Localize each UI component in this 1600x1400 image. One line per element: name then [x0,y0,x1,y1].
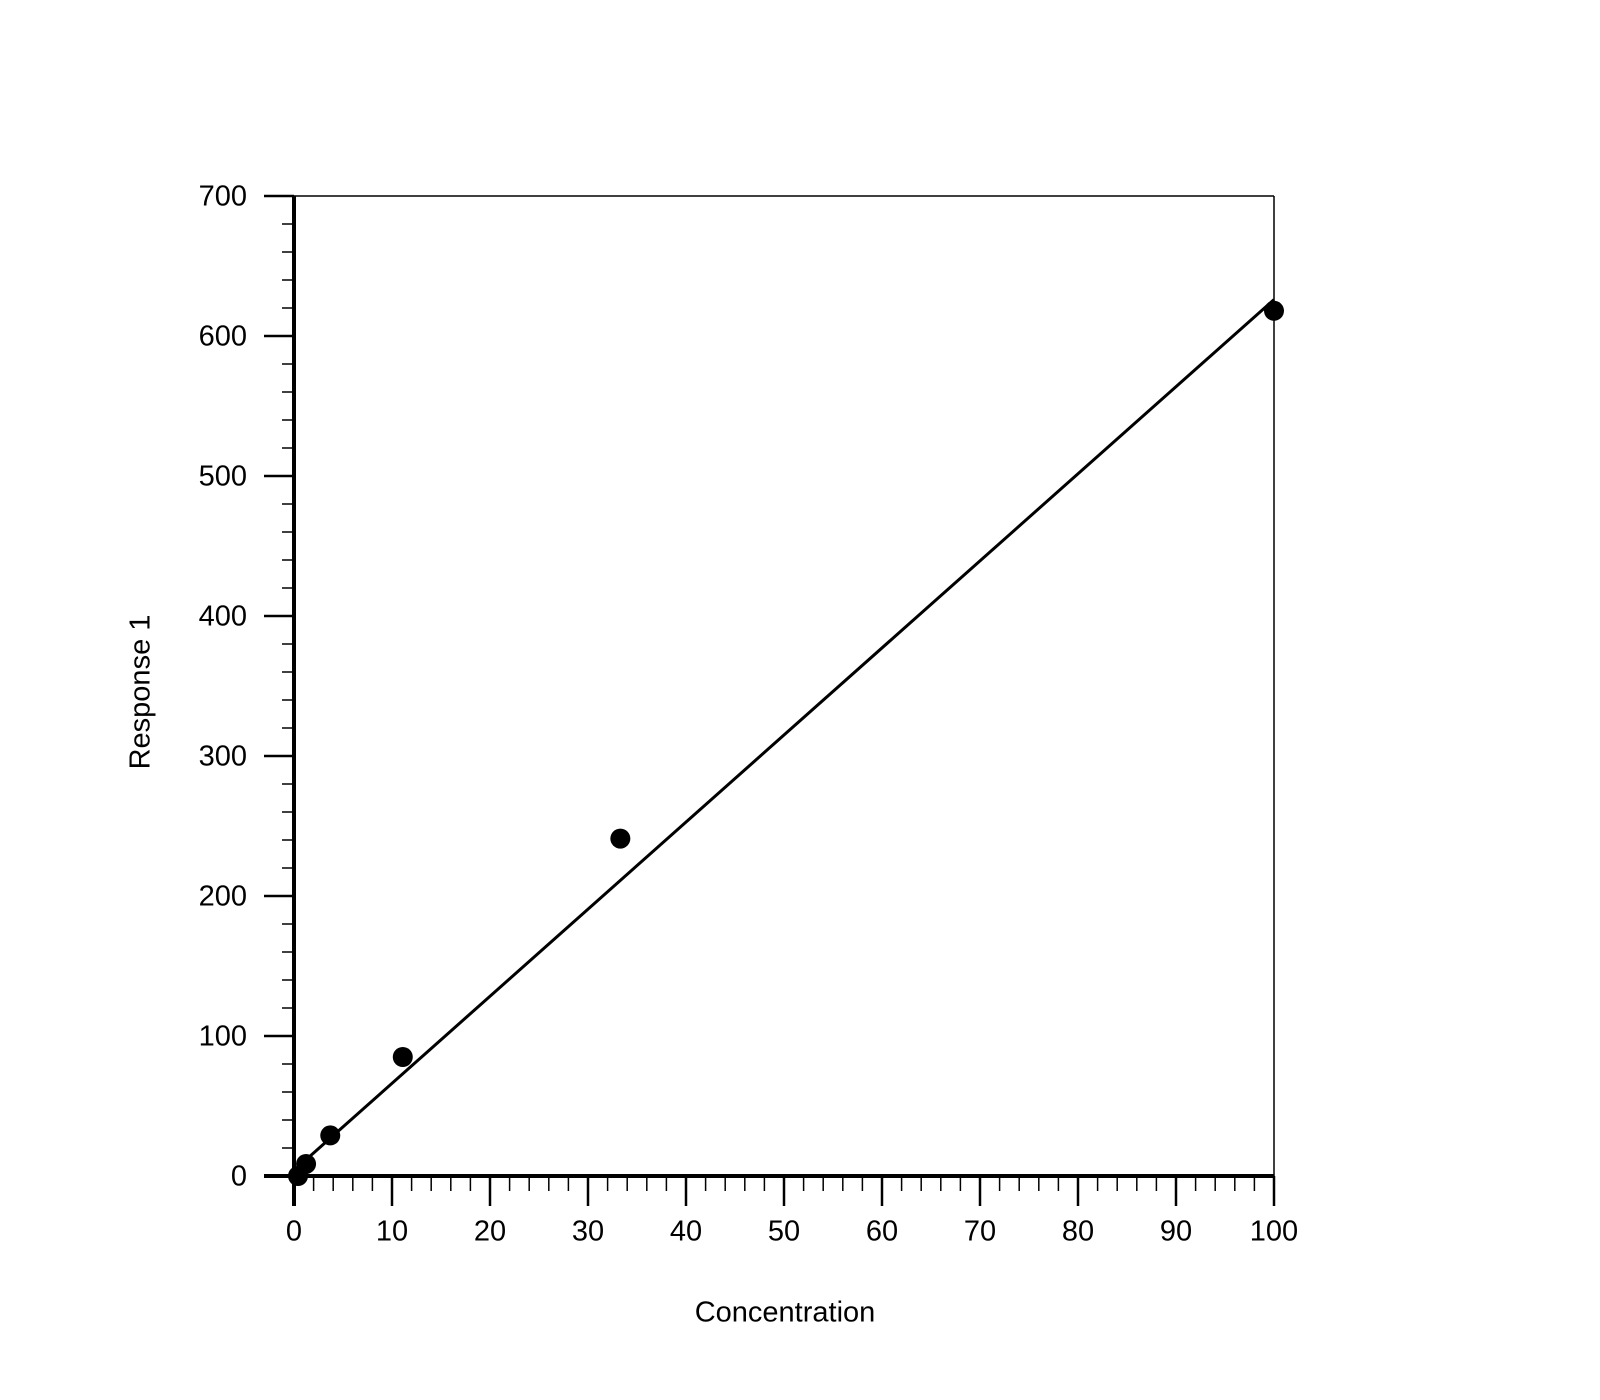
data-point [1264,300,1284,321]
y-tick-label: 0 [231,1161,247,1193]
x-tick-label: 50 [768,1216,800,1248]
y-axis-title: Response 1 [125,615,157,770]
x-tick-label: 60 [866,1216,898,1248]
y-tick-label: 700 [199,181,247,213]
y-tick-label: 200 [199,881,247,913]
x-axis-title: Concentration [695,1297,876,1329]
x-tick-label: 30 [572,1216,604,1248]
y-tick-label: 400 [199,601,247,633]
x-tick-label: 80 [1062,1216,1094,1248]
data-point [392,1047,413,1067]
x-tick-label: 0 [286,1216,302,1248]
fit-line [293,298,1275,1172]
data-point [320,1125,341,1146]
x-tick-label: 100 [1250,1216,1298,1248]
data-point [296,1153,317,1174]
x-tick-label: 70 [964,1216,996,1248]
data-point [610,828,631,849]
y-tick-label: 500 [199,461,247,493]
x-tick-label: 90 [1160,1216,1192,1248]
y-tick-label: 300 [199,741,247,773]
x-tick-label: 20 [474,1216,506,1248]
y-tick-label: 100 [199,1021,247,1053]
x-tick-label: 10 [376,1216,408,1248]
y-tick-label: 600 [199,321,247,353]
x-tick-label: 40 [670,1216,702,1248]
